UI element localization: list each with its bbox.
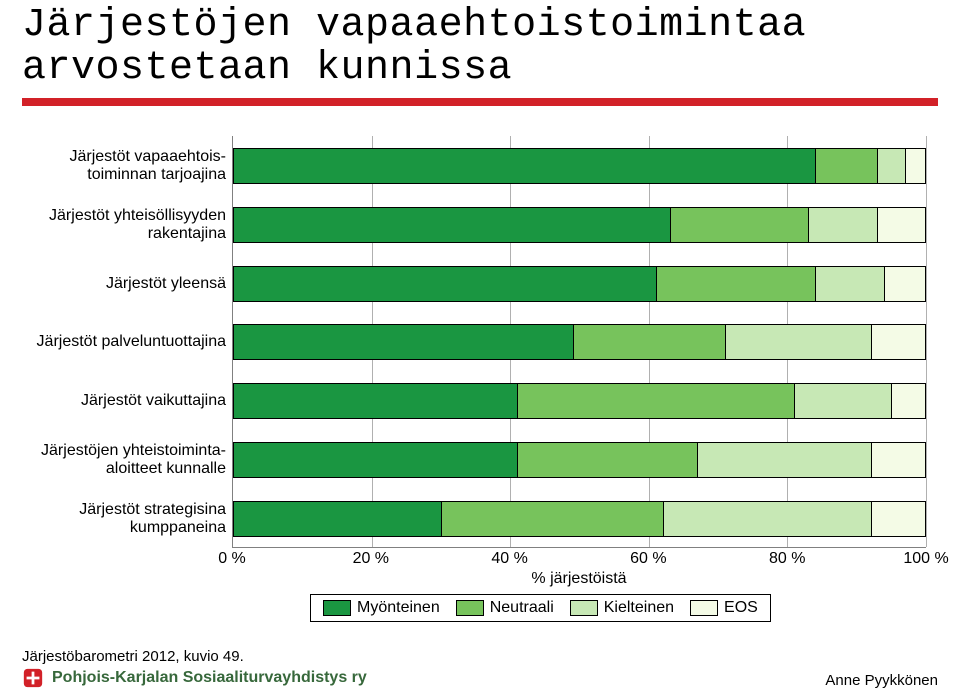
bar-segment: [233, 383, 517, 419]
x-tick: 80 %: [727, 550, 847, 568]
bar-segment: [670, 207, 809, 243]
bar-segment: [573, 324, 725, 360]
category-label: Järjestöt yhteisöllisyydenrakentajina: [22, 207, 226, 244]
bar-row: [233, 501, 926, 537]
x-tick: 60 %: [588, 550, 708, 568]
bar-segment: [441, 501, 663, 537]
page-title: Järjestöjen vapaaehtoistoimintaa arvoste…: [22, 4, 938, 90]
bar-segment: [233, 148, 815, 184]
legend-label: Kielteinen: [604, 599, 674, 617]
bar-row: [233, 383, 926, 419]
bar-segment: [517, 442, 697, 478]
bar-segment: [905, 148, 926, 184]
bar-segment: [233, 324, 573, 360]
bar-segment: [815, 148, 877, 184]
author-name: Anne Pyykkönen: [825, 672, 938, 689]
bar-segment: [233, 207, 670, 243]
bar-segment: [891, 383, 926, 419]
legend-swatch: [456, 600, 484, 616]
bar-segment: [794, 383, 891, 419]
bar-segment: [815, 266, 884, 302]
grid-line: [926, 136, 927, 547]
bar-segment: [871, 324, 926, 360]
category-label: Järjestöt palveluntuottajina: [22, 333, 226, 351]
chart: % järjestöistä 0 %20 %40 %60 %80 %100 %J…: [22, 136, 938, 588]
legend-item: Neutraali: [456, 599, 554, 617]
bar-segment: [877, 207, 926, 243]
bar-segment: [517, 383, 794, 419]
category-label: Järjestöjen yhteistoiminta-aloitteet kun…: [22, 442, 226, 479]
legend-swatch: [690, 600, 718, 616]
bar-segment: [663, 501, 871, 537]
bar-segment: [871, 501, 926, 537]
bar-row: [233, 324, 926, 360]
bar-segment: [233, 266, 656, 302]
category-label: Järjestöt vapaaehtois-toiminnan tarjoaji…: [22, 148, 226, 185]
legend-item: Kielteinen: [570, 599, 674, 617]
bar-row: [233, 148, 926, 184]
org-logo-icon: [22, 667, 44, 689]
bar-segment: [877, 148, 905, 184]
legend-item: Myönteinen: [323, 599, 440, 617]
category-label: Järjestöt vaikuttajina: [22, 392, 226, 410]
title-rule: [22, 98, 938, 106]
bar-segment: [884, 266, 926, 302]
bar-segment: [725, 324, 871, 360]
title-line-1: Järjestöjen vapaaehtoistoimintaa: [22, 3, 806, 48]
title-line-2: arvostetaan kunnissa: [22, 46, 512, 91]
org-logo-row: Pohjois-Karjalan Sosiaaliturvayhdistys r…: [22, 667, 367, 689]
legend-label: EOS: [724, 599, 758, 617]
legend-label: Neutraali: [490, 599, 554, 617]
bar-row: [233, 207, 926, 243]
plot-area: [232, 136, 926, 548]
x-tick: 100 %: [866, 550, 960, 568]
bar-row: [233, 266, 926, 302]
bar-segment: [808, 207, 877, 243]
x-axis-label: % järjestöistä: [232, 570, 926, 588]
bar-segment: [233, 442, 517, 478]
bar-segment: [697, 442, 870, 478]
legend-swatch: [570, 600, 598, 616]
x-tick: 40 %: [450, 550, 570, 568]
legend-item: EOS: [690, 599, 758, 617]
category-label: Järjestöt yleensä: [22, 275, 226, 293]
legend-swatch: [323, 600, 351, 616]
bar-segment: [233, 501, 441, 537]
org-name: Pohjois-Karjalan Sosiaaliturvayhdistys r…: [52, 669, 367, 687]
bar-segment: [871, 442, 926, 478]
bar-row: [233, 442, 926, 478]
legend: Myönteinen Neutraali Kielteinen EOS: [310, 594, 771, 622]
source-text: Järjestöbarometri 2012, kuvio 49.: [22, 648, 367, 665]
bar-segment: [656, 266, 815, 302]
x-tick: 0 %: [172, 550, 292, 568]
x-tick: 20 %: [311, 550, 431, 568]
legend-label: Myönteinen: [357, 599, 440, 617]
category-label: Järjestöt strategisinakumppaneina: [22, 501, 226, 538]
